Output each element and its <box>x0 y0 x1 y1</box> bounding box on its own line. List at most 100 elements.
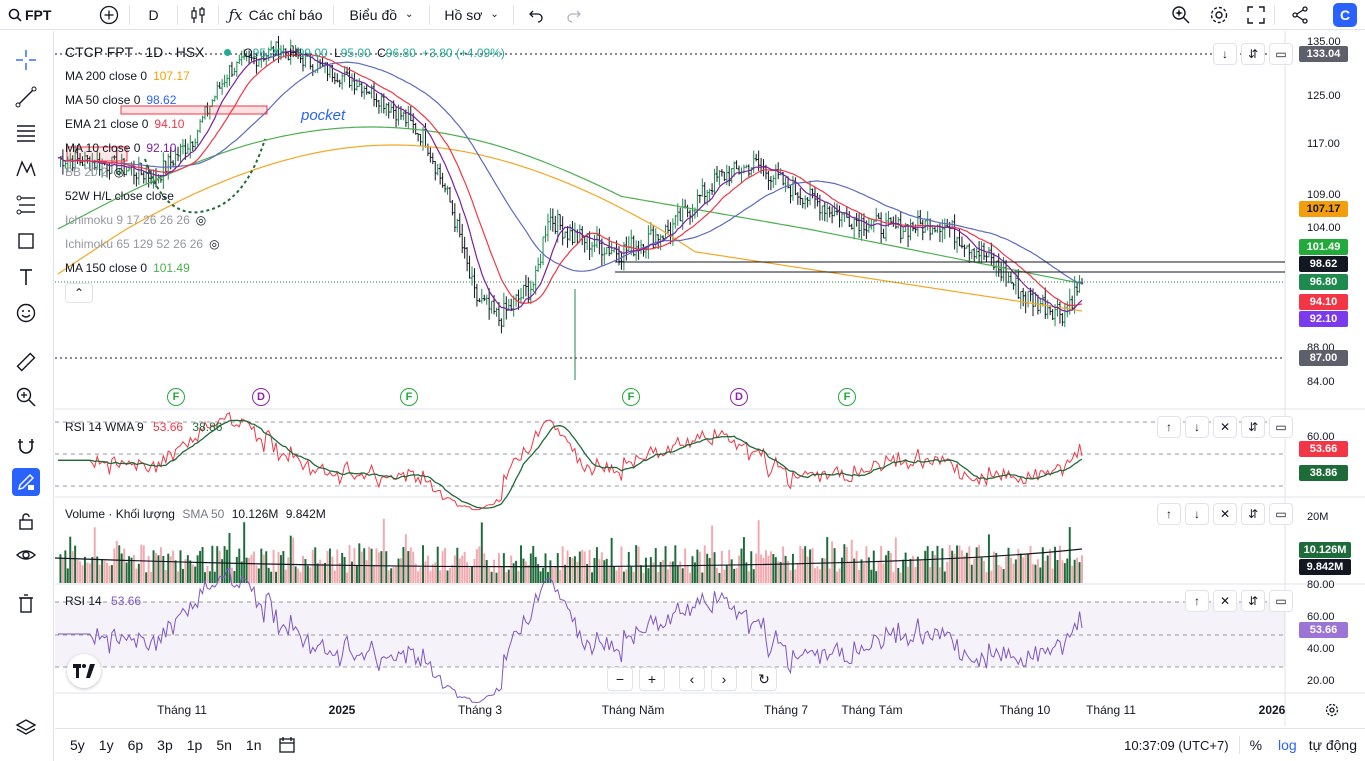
volume-bar <box>483 553 486 583</box>
collapse-pane-button[interactable]: ⇵ <box>1241 416 1265 438</box>
redo-button[interactable] <box>558 0 590 30</box>
volume-bar <box>586 563 589 583</box>
collapse-legend-button[interactable]: ⌃ <box>65 283 93 303</box>
zoom-out-button[interactable]: − <box>607 667 633 691</box>
range-button-6p[interactable]: 6p <box>127 737 144 753</box>
range-button-1y[interactable]: 1y <box>98 737 114 753</box>
remove-tool[interactable] <box>12 590 40 618</box>
financial-event-icon[interactable]: F <box>400 388 418 406</box>
maximize-pane-button[interactable]: ▭ <box>1269 43 1293 65</box>
chart-area[interactable]: CTCP FPT · 1D · HSX O95.20 H99.00 L95.00… <box>55 31 1365 726</box>
range-button-5y[interactable]: 5y <box>70 737 85 753</box>
remove-pane-button[interactable]: ✕ <box>1213 416 1237 438</box>
volume-bar <box>59 554 62 583</box>
hide-tool[interactable] <box>12 541 40 569</box>
financial-event-icon[interactable]: F <box>167 388 185 406</box>
volume-bar <box>473 558 476 583</box>
volume-bar <box>429 570 432 583</box>
trend-line-tool[interactable] <box>12 83 40 111</box>
arrow-up-icon: ↑ <box>1166 420 1172 434</box>
financial-event-icon[interactable]: F <box>622 388 640 406</box>
indicator-legend-row[interactable]: MA 50 close 0 98.62 <box>65 93 176 107</box>
move-pane-down-button[interactable]: ↓ <box>1213 43 1237 65</box>
lock-all-tool[interactable] <box>12 507 40 535</box>
fib-tool[interactable] <box>12 119 40 147</box>
projection-tool[interactable] <box>12 191 40 219</box>
shape-tool[interactable] <box>12 227 40 255</box>
scroll-right-button[interactable]: › <box>711 667 737 691</box>
zoom-tool[interactable] <box>12 383 40 411</box>
eye-off-icon[interactable]: ◎ <box>209 237 220 251</box>
move-up-button[interactable]: ↑ <box>1157 503 1181 525</box>
remove-pane-button[interactable]: ✕ <box>1213 590 1237 612</box>
percent-toggle[interactable]: % <box>1249 737 1263 753</box>
scroll-left-button[interactable]: ‹ <box>679 667 705 691</box>
volume-bar <box>669 561 672 583</box>
move-down-button[interactable]: ↓ <box>1185 503 1209 525</box>
pocket-annotation: pocket <box>301 107 346 124</box>
compare-button[interactable] <box>89 0 129 30</box>
indicator-legend-row[interactable]: Ichimoku 9 17 26 26 26 ◎ <box>65 213 206 227</box>
collapse-pane-button[interactable]: ⇵ <box>1241 503 1265 525</box>
collapse-pane-button[interactable]: ⇵ <box>1241 590 1265 612</box>
settings-button[interactable] <box>1200 0 1238 30</box>
crosshair-tool[interactable] <box>12 46 40 74</box>
range-button-3p[interactable]: 3p <box>157 737 173 753</box>
collapse-pane-button[interactable]: ⇵ <box>1241 43 1265 65</box>
maximize-pane-button[interactable]: ▭ <box>1269 416 1293 438</box>
indicator-legend-row[interactable]: BB 20 2 ◎ <box>65 165 124 179</box>
reset-chart-button[interactable]: ↻ <box>751 667 777 691</box>
volume-bar <box>693 562 696 583</box>
financial-event-icon[interactable]: F <box>838 388 856 406</box>
move-down-button[interactable]: ↓ <box>1185 416 1209 438</box>
range-button-5n[interactable]: 5n <box>216 737 232 753</box>
zoom-in-button[interactable]: + <box>639 667 665 691</box>
pattern-tool[interactable] <box>12 155 40 183</box>
text-tool[interactable] <box>12 263 40 291</box>
date-range-picker-button[interactable] <box>268 736 306 754</box>
emoji-tool[interactable] <box>12 299 40 327</box>
fullscreen-button[interactable] <box>1238 0 1274 30</box>
tradingview-logo[interactable] <box>67 654 101 688</box>
move-up-button[interactable]: ↑ <box>1185 590 1209 612</box>
time-axis-settings-button[interactable] <box>1323 701 1341 719</box>
indicator-legend-row[interactable]: Ichimoku 65 129 52 26 26 ◎ <box>65 237 220 251</box>
log-toggle[interactable]: log <box>1278 737 1297 753</box>
object-tree-button[interactable] <box>12 714 40 742</box>
dividend-event-icon[interactable]: D <box>252 388 270 406</box>
lock-drawing-mode[interactable] <box>12 468 40 496</box>
share-button[interactable] <box>1275 0 1325 30</box>
maximize-pane-button[interactable]: ▭ <box>1269 503 1293 525</box>
eye-off-icon[interactable]: ◎ <box>195 213 207 227</box>
quick-search-button[interactable] <box>1162 0 1200 30</box>
dividend-event-icon[interactable]: D <box>730 388 748 406</box>
indicator-legend-row[interactable]: 52W H/L close close <box>65 189 174 203</box>
measure-tool[interactable] <box>12 348 40 376</box>
layout-button[interactable]: Biểu đồ ⌄ <box>334 0 430 30</box>
undo-button[interactable] <box>514 0 558 30</box>
range-button-1n[interactable]: 1n <box>245 737 262 753</box>
profile-button[interactable]: Hồ sơ ⌄ <box>430 0 512 30</box>
range-button-1p[interactable]: 1p <box>186 737 203 753</box>
eye-off-icon[interactable]: ◎ <box>113 165 125 179</box>
indicator-legend-row[interactable]: MA 200 close 0 107.17 <box>65 69 190 83</box>
indicator-legend-row[interactable]: EMA 21 close 0 94.10 <box>65 117 184 131</box>
symbol-search[interactable]: FPT <box>0 0 61 30</box>
indicator-legend-row[interactable]: MA 150 close 0 101.49 <box>65 261 190 275</box>
maximize-pane-button[interactable]: ▭ <box>1269 590 1293 612</box>
volume-bar <box>81 565 84 583</box>
remove-pane-button[interactable]: ✕ <box>1213 503 1237 525</box>
volume-bar <box>159 547 162 583</box>
magnet-tool[interactable] <box>12 432 40 460</box>
chart-type-button[interactable] <box>178 0 218 30</box>
chart-canvas[interactable] <box>55 31 1365 726</box>
move-up-button[interactable]: ↑ <box>1157 416 1181 438</box>
chevron-up-icon: ⌃ <box>73 286 85 300</box>
interval-button[interactable]: D <box>148 6 159 23</box>
auto-scale-toggle[interactable]: tự động <box>1308 737 1357 753</box>
indicators-button[interactable]: ƒx Các chỉ báo <box>219 0 333 30</box>
volume-bar <box>223 546 226 583</box>
indicator-legend-row[interactable]: MA 10 close 0 92.10 <box>65 141 176 155</box>
app-logo-button[interactable]: C <box>1325 0 1365 30</box>
timezone-button[interactable]: 10:37:09 (UTC+7) <box>1124 737 1229 753</box>
